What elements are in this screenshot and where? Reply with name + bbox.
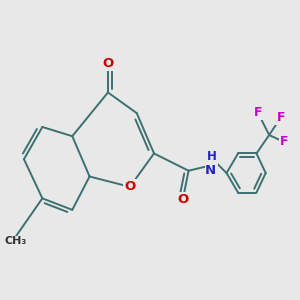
Text: N: N <box>205 164 216 177</box>
Text: F: F <box>254 106 262 118</box>
Text: O: O <box>102 57 114 70</box>
Text: O: O <box>124 180 136 193</box>
Text: F: F <box>276 111 285 124</box>
Text: H: H <box>206 150 216 163</box>
Text: O: O <box>177 193 188 206</box>
Text: F: F <box>280 135 288 148</box>
Text: H
N: H N <box>207 150 217 178</box>
Text: CH₃: CH₃ <box>5 236 27 246</box>
